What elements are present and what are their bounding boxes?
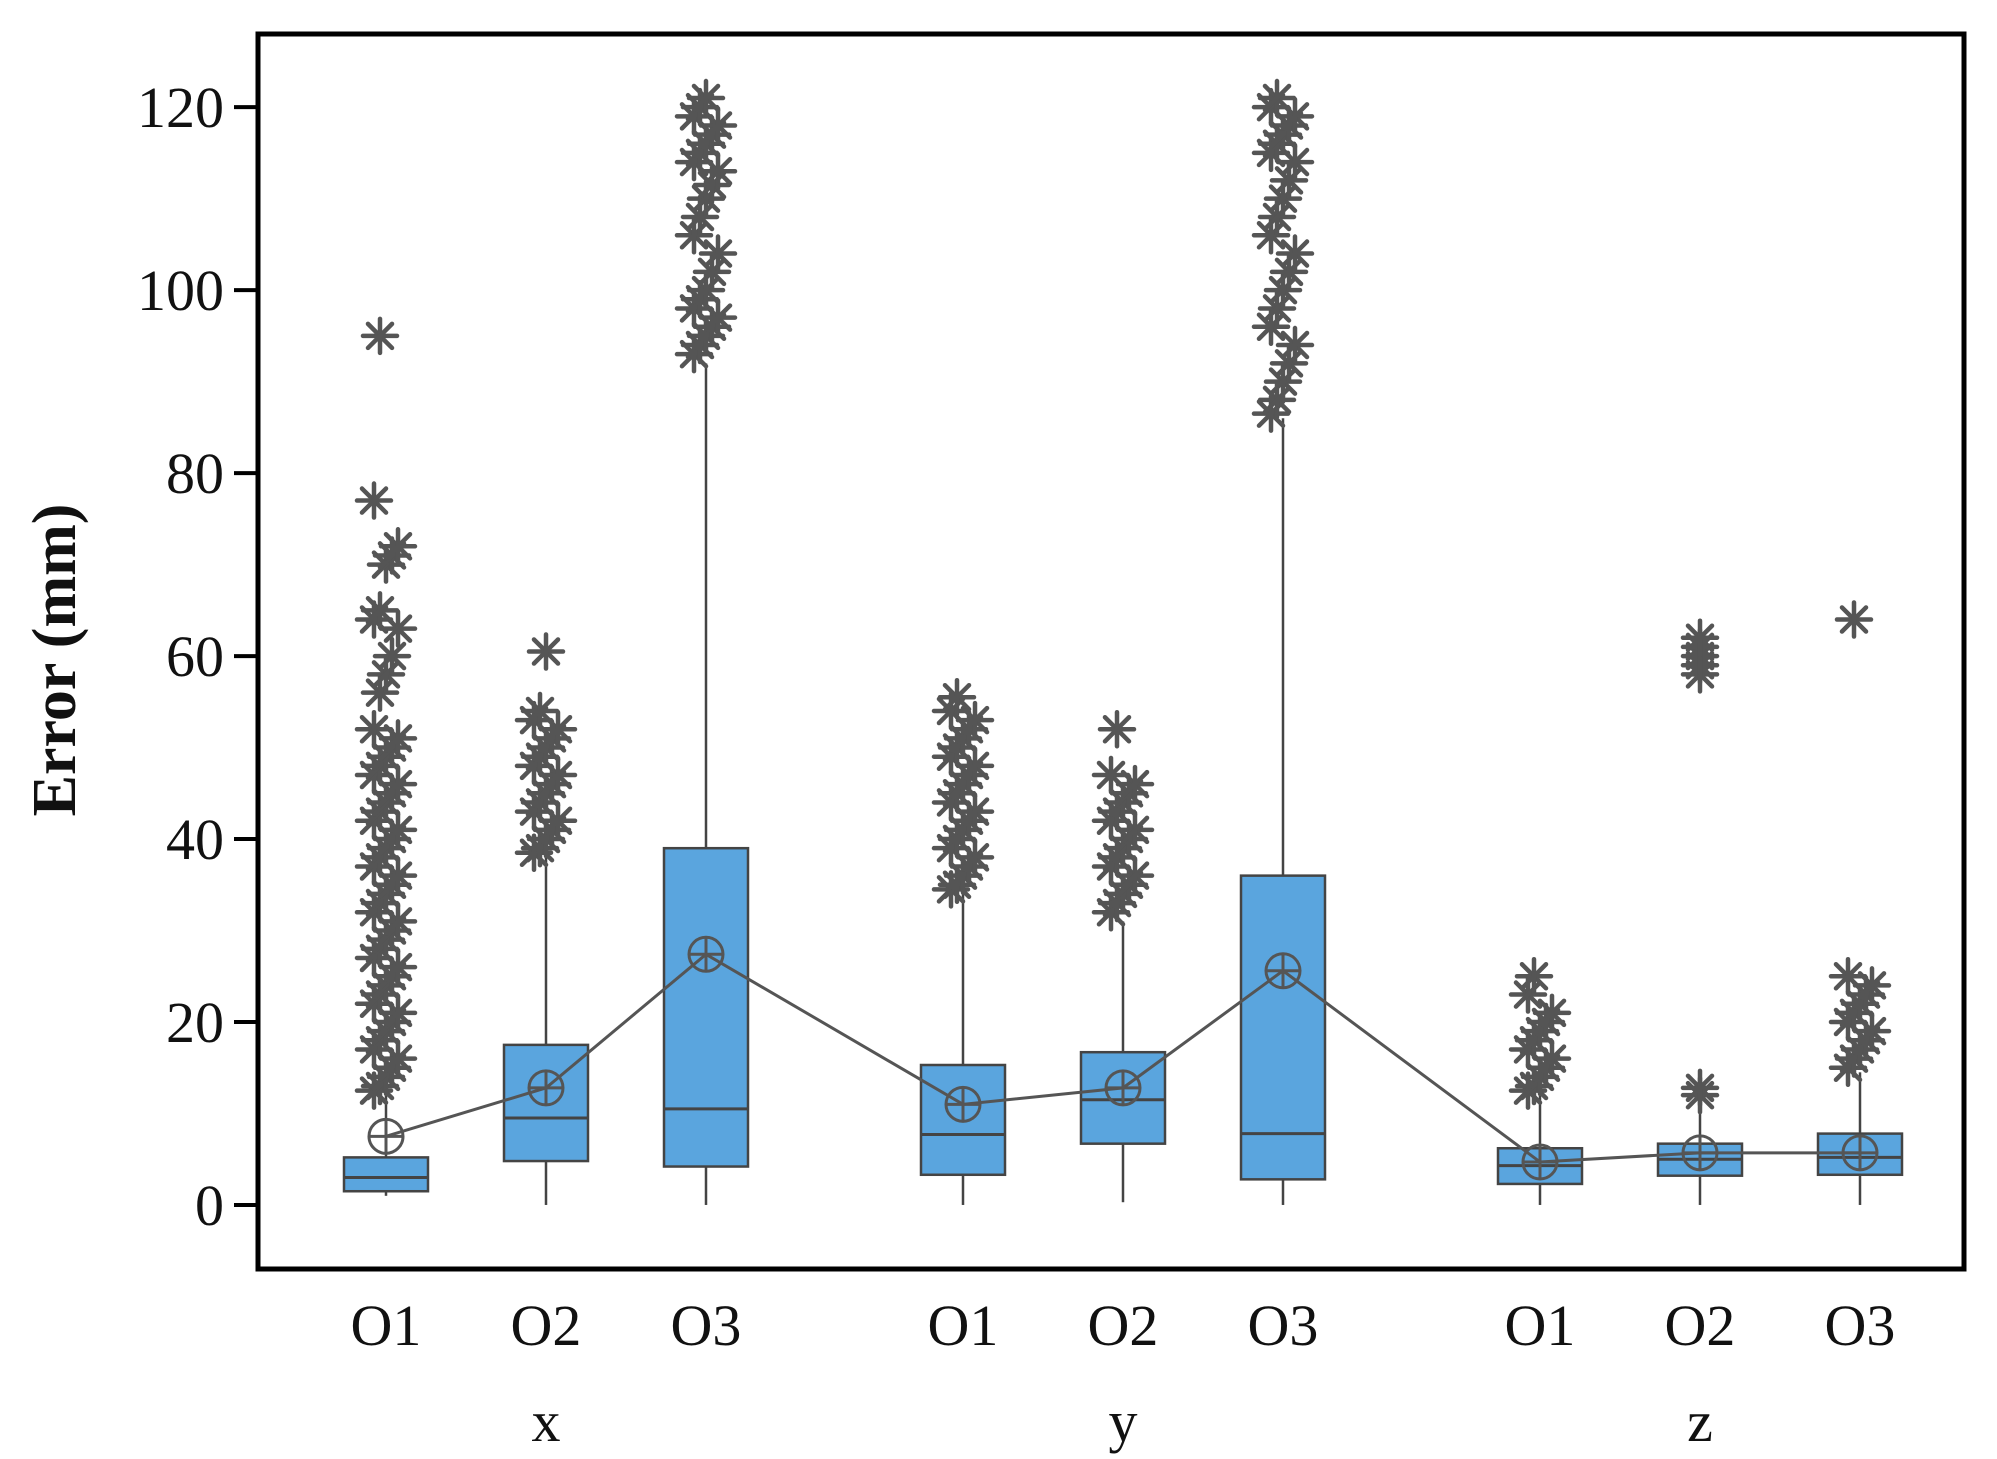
outlier-point — [378, 609, 418, 648]
mean-marker — [687, 935, 725, 973]
mean-marker — [1264, 952, 1302, 990]
mean-marker — [1681, 1134, 1719, 1172]
outlier-point — [378, 764, 418, 804]
outlier-point — [686, 78, 726, 118]
outlier-point — [378, 856, 418, 895]
outlier-point — [378, 993, 418, 1033]
box-body — [662, 846, 750, 1168]
outliers-x-o1 — [354, 316, 418, 1110]
outlier-point — [526, 632, 566, 671]
outlier-series — [354, 78, 1892, 1115]
y-tick-label: 120 — [137, 75, 224, 140]
x-category-label: O1 — [928, 1293, 999, 1358]
outlier-point — [1275, 234, 1315, 273]
x-group-label: x — [532, 1389, 561, 1454]
mean-marker — [367, 1117, 405, 1155]
outlier-point — [937, 677, 977, 717]
x-category-label: O1 — [351, 1293, 422, 1358]
outliers-x-o2 — [514, 632, 578, 873]
y-tick-label: 100 — [137, 258, 224, 323]
x-category-label: O2 — [1665, 1293, 1736, 1358]
outliers-y-o2 — [1091, 710, 1155, 932]
outlier-point — [360, 591, 400, 630]
mean-marker — [527, 1069, 565, 1107]
outlier-point — [1257, 78, 1297, 118]
outlier-point — [1275, 325, 1315, 365]
x-group-label: y — [1109, 1389, 1138, 1454]
mean-marker — [1841, 1134, 1879, 1172]
outlier-point — [354, 710, 394, 749]
outlier-point — [354, 481, 394, 520]
outlier-point — [372, 636, 412, 676]
y-tick-label: 0 — [195, 1173, 224, 1238]
outlier-point — [1680, 1068, 1720, 1108]
mean-connect-line — [367, 935, 1879, 1181]
box-x-o1 — [342, 1095, 430, 1196]
x-category-label: O3 — [1825, 1293, 1896, 1358]
outlier-point — [378, 527, 418, 566]
x-category-label: O2 — [511, 1293, 582, 1358]
box-body — [342, 1156, 430, 1193]
x-group-label: z — [1687, 1389, 1713, 1454]
x-axis: O1 O2 O3 x O1 O2 O3 y O1 O2 O3 z — [351, 1293, 1896, 1454]
outlier-point — [1834, 600, 1874, 639]
outlier-point — [1532, 993, 1572, 1033]
mean-marker — [1104, 1069, 1142, 1107]
box-x-o2 — [502, 857, 590, 1205]
plot-frame — [255, 31, 1967, 1272]
outliers-z-o1 — [1508, 957, 1572, 1110]
outlier-point — [1828, 957, 1868, 996]
y-axis-title: Error (mm) — [21, 504, 89, 817]
outliers-z-o2 — [1680, 618, 1720, 1115]
outliers-z-o3 — [1828, 600, 1892, 1087]
outlier-point — [1680, 618, 1720, 658]
y-tick-label: 60 — [166, 624, 224, 689]
y-tick-label: 40 — [166, 807, 224, 872]
outlier-point — [692, 165, 732, 205]
outlier-point — [955, 700, 995, 740]
outliers-y-o1 — [931, 677, 995, 909]
y-tick-label: 80 — [166, 441, 224, 506]
outlier-point — [1275, 142, 1315, 182]
box-body — [1239, 874, 1327, 1181]
box-y-o2 — [1079, 921, 1167, 1203]
outlier-point — [360, 316, 400, 356]
outlier-point — [1091, 755, 1131, 795]
x-category-label: O3 — [1248, 1293, 1319, 1358]
x-category-label: O1 — [1505, 1293, 1576, 1358]
outlier-point — [1514, 957, 1554, 996]
x-category-label: O2 — [1088, 1293, 1159, 1358]
outliers-y-o3 — [1251, 78, 1315, 433]
outliers-x-o3 — [674, 78, 738, 374]
mean-marker — [1521, 1143, 1559, 1181]
box-x-o3 — [662, 363, 750, 1205]
outlier-point — [520, 691, 560, 731]
y-tick-label: 20 — [166, 990, 224, 1055]
outlier-point — [698, 234, 738, 273]
x-category-label: O3 — [671, 1293, 742, 1358]
y-axis: 0 20 40 60 80 100 120 — [137, 75, 258, 1238]
mean-marker — [944, 1085, 982, 1123]
box-y-o3 — [1239, 418, 1327, 1205]
box-y-o1 — [919, 893, 1007, 1205]
outlier-point — [1097, 710, 1137, 749]
outlier-point — [931, 691, 971, 731]
